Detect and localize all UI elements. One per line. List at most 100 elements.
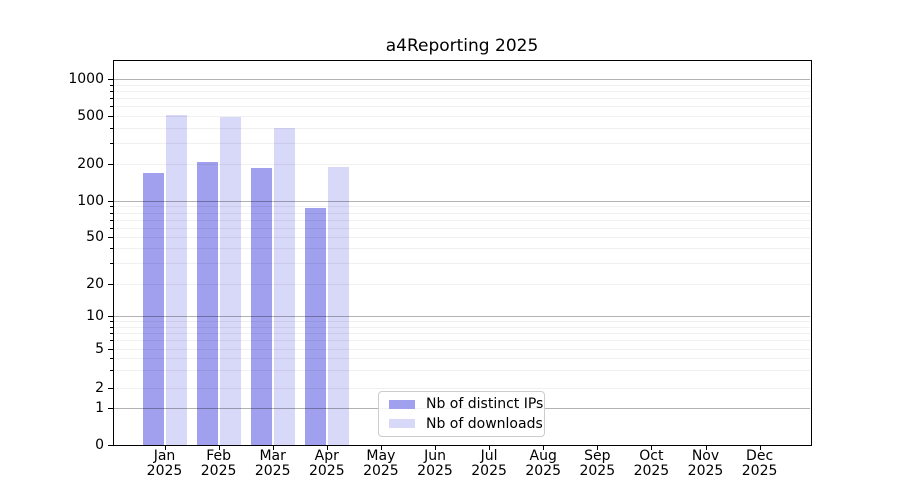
x-tick-label-year: 2025	[417, 463, 453, 479]
x-tick-label-month: Jan	[153, 448, 176, 464]
y-tick-label: 10	[86, 308, 104, 324]
y-minor-tick-mark	[110, 90, 113, 92]
y-tick-mark	[108, 349, 113, 350]
x-tick-label: Sep 2025	[565, 449, 629, 479]
y-minor-tick-mark	[110, 219, 113, 221]
y-tick-mark	[108, 116, 113, 117]
x-axis-bottom-spine	[113, 445, 812, 446]
y-axis-right-spine	[811, 60, 812, 446]
y-minor-tick-mark	[110, 142, 113, 144]
legend-label: Nb of distinct IPs	[426, 396, 544, 413]
x-tick-mark	[326, 446, 328, 450]
x-tick-label: Aug 2025	[511, 449, 575, 479]
x-tick-mark	[597, 446, 599, 450]
x-tick-mark	[489, 446, 491, 450]
bar-distinct-ips-mar	[250, 168, 272, 445]
y-tick-mark	[108, 237, 113, 238]
y-minor-tick-mark	[110, 127, 113, 129]
bars-layer	[113, 60, 811, 445]
y-tick-label: 0	[95, 437, 104, 453]
y-tick-label: 5	[95, 341, 104, 357]
x-tick-label-month: Sep	[584, 448, 611, 464]
y-minor-tick-mark	[110, 98, 113, 100]
y-minor-tick-mark	[110, 206, 113, 208]
x-tick-mark	[218, 446, 220, 450]
y-tick-mark	[108, 445, 113, 446]
x-tick-mark	[164, 446, 166, 450]
y-tick-label: 500	[77, 108, 104, 124]
y-tick-label: 2	[95, 379, 104, 396]
x-tick-label-month: May	[366, 448, 396, 464]
chart-title: a4Reporting 2025	[385, 36, 539, 56]
x-tick-label-month: Jul	[480, 448, 498, 464]
x-tick-label-year: 2025	[146, 463, 183, 479]
x-tick-label-month: Nov	[691, 448, 720, 464]
x-tick-label: Jul 2025	[457, 449, 521, 479]
x-tick-label-year: 2025	[687, 463, 724, 479]
y-tick-mark	[108, 387, 113, 389]
x-tick-label-year: 2025	[525, 463, 561, 479]
x-tick-label-year: 2025	[308, 463, 345, 479]
y-minor-tick-mark	[110, 212, 113, 214]
y-minor-tick-mark	[110, 370, 113, 372]
y-tick-label: 1	[95, 400, 104, 416]
legend-label: Nb of downloads	[426, 415, 543, 432]
bar-distinct-ips-apr	[304, 208, 326, 445]
x-tick-label: Oct 2025	[619, 449, 683, 479]
y-tick-label: 100	[77, 193, 104, 209]
y-minor-tick-mark	[110, 321, 113, 323]
x-tick-label-year: 2025	[741, 463, 778, 479]
bar-downloads-mar	[273, 127, 295, 445]
y-minor-tick-mark	[110, 84, 113, 86]
y-minor-tick-mark	[110, 248, 113, 250]
x-tick-label-month: Oct	[639, 448, 664, 464]
y-tick-label: 1000	[68, 71, 104, 87]
x-tick-label-year: 2025	[363, 463, 399, 479]
x-tick-label: Jun 2025	[403, 449, 467, 479]
x-tick-mark	[543, 446, 545, 450]
legend-swatch-distinct-ips	[389, 399, 415, 409]
bar-downloads-jan	[165, 115, 187, 445]
legend-swatch-downloads	[389, 419, 415, 429]
y-minor-tick-mark	[110, 262, 113, 264]
y-tick-mark	[108, 164, 113, 165]
x-tick-label: May 2025	[349, 449, 413, 479]
x-tick-label-month: Apr	[314, 448, 339, 464]
y-minor-tick-mark	[110, 326, 113, 328]
x-tick-label: Dec 2025	[728, 449, 792, 479]
bar-downloads-apr	[327, 167, 349, 445]
plot-area	[113, 60, 811, 445]
x-tick-label-year: 2025	[579, 463, 616, 479]
x-tick-mark	[380, 446, 382, 450]
x-tick-mark	[759, 446, 761, 450]
x-tick-label-year: 2025	[254, 463, 291, 479]
y-minor-tick-mark	[110, 358, 113, 360]
y-tick-mark	[108, 79, 113, 80]
y-tick-mark	[108, 408, 113, 409]
x-tick-label-month: Feb	[206, 448, 231, 464]
x-tick-label-month: Jun	[424, 448, 446, 464]
x-tick-mark	[272, 446, 274, 450]
x-tick-label-month: Mar	[259, 448, 286, 464]
x-tick-label: Nov 2025	[674, 449, 738, 479]
bar-distinct-ips-feb	[196, 162, 218, 445]
x-axis-top-spine	[113, 60, 812, 61]
x-tick-mark	[705, 446, 707, 450]
y-minor-tick-mark	[110, 332, 113, 334]
y-minor-tick-mark	[110, 227, 113, 229]
y-tick-mark	[108, 316, 113, 317]
bar-distinct-ips-jan	[142, 172, 164, 445]
x-tick-label: Apr 2025	[295, 449, 359, 479]
legend-item: Nb of downloads	[389, 415, 543, 433]
y-minor-tick-mark	[110, 106, 113, 108]
x-tick-label-year: 2025	[633, 463, 670, 479]
x-tick-label: Feb 2025	[187, 449, 251, 479]
legend: Nb of distinct IPs Nb of downloads	[378, 391, 545, 437]
x-tick-mark	[435, 446, 436, 450]
x-tick-label: Jan 2025	[133, 449, 197, 479]
y-axis-left-spine	[113, 60, 114, 446]
y-tick-label: 200	[77, 156, 104, 172]
bar-downloads-feb	[219, 116, 241, 445]
legend-item: Nb of distinct IPs	[389, 395, 543, 413]
